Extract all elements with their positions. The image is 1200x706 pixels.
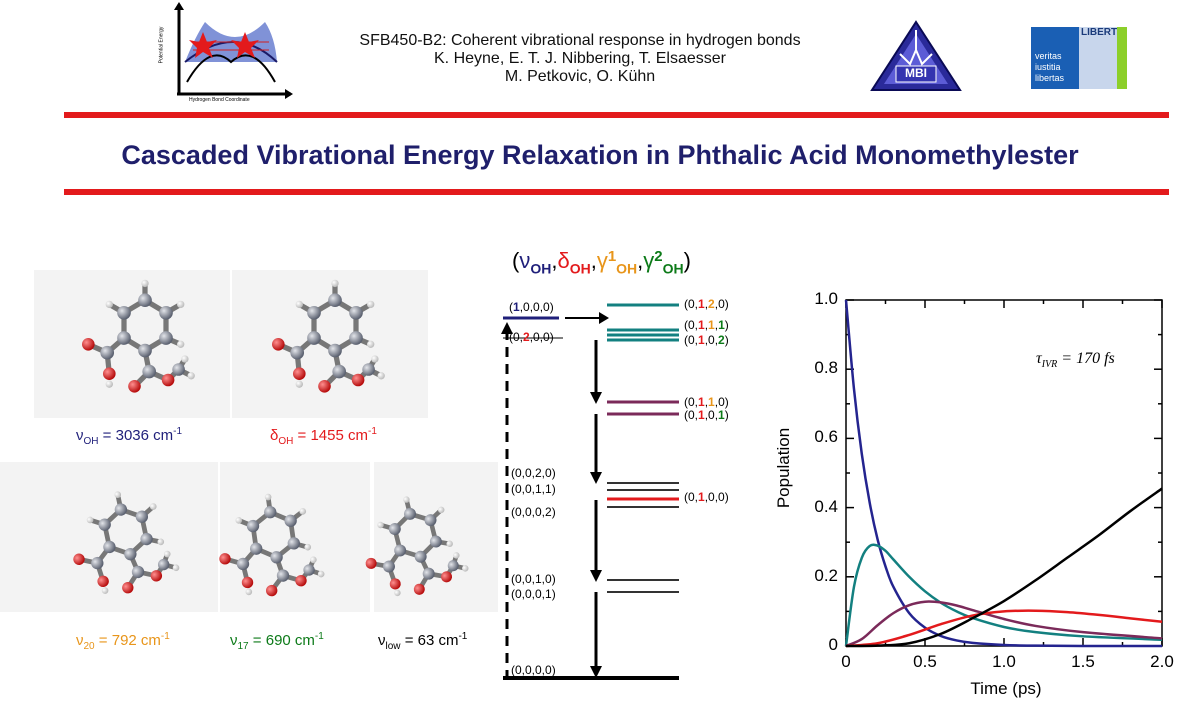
y-tick-label: 0: [828, 635, 838, 654]
modes-header: (νOH,δOH,γ1OH,γ2OH): [512, 248, 691, 277]
mode-label-nu-20: ν20 = 792 cm-1: [76, 631, 170, 652]
mode-label-nu-low: νlow = 63 cm-1: [378, 631, 468, 652]
label-0001: (0,0,0,1): [511, 587, 556, 601]
authors-line-1: K. Heyne, E. T. J. Nibbering, T. Elsaess…: [434, 50, 726, 67]
molecule-structures: [0, 270, 498, 612]
bottom-red-rule: [64, 189, 1169, 195]
y-tick-label: 0.2: [814, 565, 838, 585]
label-0100: (0,1,0,0): [684, 490, 729, 504]
energy-level-diagram: [501, 303, 679, 680]
y-tick-label: 0.4: [814, 496, 838, 516]
y-tick-label: 0.6: [814, 427, 838, 447]
x-tick-label: 1.0: [992, 652, 1016, 671]
x-tick-label: 0.5: [913, 652, 937, 671]
tau-ivr-annotation: τIVR = 170 fs: [1036, 350, 1115, 371]
y-tick-label: 0.8: [814, 358, 838, 378]
x-tick-label: 1.5: [1071, 652, 1095, 671]
fu-logo-word-1: veritas: [1035, 51, 1062, 61]
label-0200: (0,2,0,0): [509, 330, 554, 344]
project-title: SFB450-B2: Coherent vibrational response…: [359, 32, 801, 49]
mbi-logo-text: MBI: [905, 66, 927, 80]
y-axis-label: Population: [774, 427, 793, 509]
mode-label-nu-oh: νOH = 3036 cm-1: [76, 426, 183, 447]
y-tick-label: 1.0: [814, 289, 838, 308]
fu-logo-word-2: iustitia: [1035, 62, 1061, 72]
label-0010: (0,0,1,0): [511, 572, 556, 586]
top-red-rule: [64, 112, 1169, 118]
label-0020: (0,0,2,0): [511, 466, 556, 480]
header-text: SFB450-B2: Coherent vibrational response…: [300, 32, 860, 86]
label-0120: (0,1,2,0): [684, 297, 729, 311]
population-series-4: [845, 487, 1163, 648]
fu-berlin-logo: LIBERT veritas iustitia libertas: [1031, 27, 1127, 89]
label-0011: (0,0,1,1): [511, 482, 556, 496]
poster-title: Cascaded Vibrational Energy Relaxation i…: [121, 140, 1079, 170]
energy-axis-label: Potential Energy: [158, 26, 165, 64]
fu-logo-banner: LIBERT: [1081, 27, 1118, 38]
x-tick-label: 2.0: [1150, 652, 1174, 671]
x-tick-label: 0: [841, 652, 851, 671]
label-0102: (0,1,0,2): [684, 333, 729, 347]
coord-axis-label: Hydrogen Bond Coordinate: [189, 97, 250, 103]
population-series-2: [845, 600, 1163, 648]
label-0110: (0,1,1,0): [684, 395, 729, 409]
label-0101: (0,1,0,1): [684, 408, 729, 422]
mode-label-nu-17: ν17 = 690 cm-1: [230, 631, 324, 652]
x-axis-label: Time (ps): [970, 679, 1042, 698]
energy-diagram-logo: Potential Energy Hydrogen Bond Coordinat…: [158, 2, 297, 104]
label-0111: (0,1,1,1): [684, 318, 729, 332]
population-series-1: [844, 543, 1163, 647]
label-0002: (0,0,0,2): [511, 505, 556, 519]
label-0000: (0,0,0,0): [511, 663, 556, 677]
population-series-3: [845, 609, 1163, 648]
mode-label-delta-oh: δOH = 1455 cm-1: [270, 426, 377, 447]
label-1000: (1,0,0,0): [509, 300, 554, 314]
authors-line-2: M. Petkovic, O. Kühn: [504, 68, 656, 85]
fu-logo-word-3: libertas: [1035, 73, 1065, 83]
mbi-logo: MBI: [870, 20, 962, 92]
